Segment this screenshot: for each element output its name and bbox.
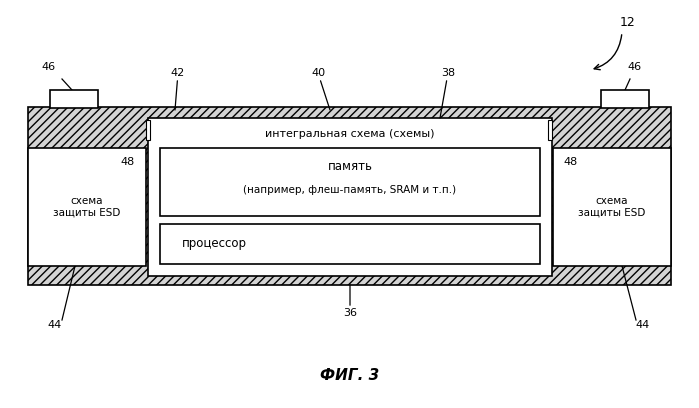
Text: (например, флеш-память, SRAM и т.п.): (например, флеш-память, SRAM и т.п.) bbox=[243, 185, 456, 195]
Bar bbox=[553, 148, 671, 266]
Bar bbox=[160, 148, 540, 216]
Bar bbox=[160, 224, 540, 264]
Text: 44: 44 bbox=[636, 320, 650, 330]
Bar bbox=[28, 148, 146, 266]
Text: ФИГ. 3: ФИГ. 3 bbox=[320, 368, 380, 383]
Text: 40: 40 bbox=[311, 68, 330, 110]
Bar bbox=[601, 90, 649, 108]
Text: 48: 48 bbox=[121, 157, 135, 167]
Bar bbox=[548, 120, 552, 140]
Bar bbox=[50, 90, 98, 108]
Text: 12: 12 bbox=[620, 16, 636, 29]
Text: 36: 36 bbox=[343, 285, 357, 318]
Text: 46: 46 bbox=[628, 62, 642, 72]
Bar bbox=[148, 118, 552, 276]
Text: память: память bbox=[328, 160, 373, 173]
Text: интегральная схема (схемы): интегральная схема (схемы) bbox=[265, 129, 435, 139]
Text: 42: 42 bbox=[171, 68, 185, 110]
Text: 48: 48 bbox=[563, 157, 577, 167]
Text: процессор: процессор bbox=[182, 237, 247, 251]
Text: 44: 44 bbox=[48, 320, 62, 330]
Bar bbox=[146, 120, 150, 140]
Text: схема
защиты ESD: схема защиты ESD bbox=[53, 196, 121, 218]
Text: 38: 38 bbox=[440, 68, 455, 118]
Text: схема
защиты ESD: схема защиты ESD bbox=[578, 196, 646, 218]
Bar bbox=[28, 107, 671, 285]
Text: 46: 46 bbox=[41, 62, 55, 72]
